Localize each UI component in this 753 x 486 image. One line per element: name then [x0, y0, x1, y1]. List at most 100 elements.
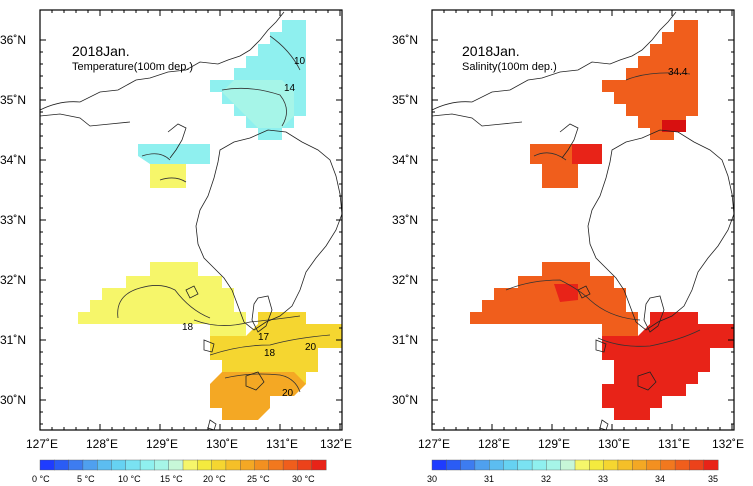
colorbar-swatch	[460, 459, 476, 471]
temperature-latitude-labels: 36˚N 35˚N 34˚N 33˚N 32˚N 31˚N 30˚N	[0, 33, 26, 407]
salinity-field	[470, 20, 734, 420]
temperature-contours	[117, 35, 331, 393]
lon-label: 130˚E	[598, 437, 630, 451]
salinity-area-tsushima-high	[572, 144, 602, 164]
colorbar-swatch	[168, 459, 184, 471]
coastline	[431, 11, 735, 431]
colorbar-swatch	[474, 459, 490, 471]
colorbar-tick-label: 25 °C	[247, 474, 270, 484]
colorbar-swatch	[674, 459, 690, 471]
salinity-axis-ticks	[431, 10, 734, 430]
colorbar-tick-label: 34	[655, 474, 665, 484]
salinity-latitude-labels: 36˚N 35˚N 34˚N 33˚N 32˚N 31˚N 30˚N	[392, 33, 418, 407]
lon-label: 129˚E	[538, 437, 570, 451]
colorbar-tick-label: 30	[427, 474, 437, 484]
lat-label: 36˚N	[0, 33, 26, 47]
lon-label: 128˚E	[86, 437, 118, 451]
colorbar-swatch	[703, 459, 719, 471]
colorbar-swatch	[446, 459, 462, 471]
colorbar-swatch	[139, 459, 155, 471]
colorbar-swatch	[560, 459, 576, 471]
colorbar-tick-label: 31	[484, 474, 494, 484]
colorbar-swatch	[503, 459, 519, 471]
colorbar-swatch	[517, 459, 533, 471]
colorbar-swatch	[574, 459, 590, 471]
colorbar-swatch	[68, 459, 84, 471]
salinity-area-south	[602, 312, 734, 420]
colorbar-swatch	[646, 459, 662, 471]
temperature-map-panel: 10 14 18 18 17 20 20 2018Jan. Temperatur…	[0, 9, 352, 484]
colorbar-tick-label: 32	[541, 474, 551, 484]
salinity-colorbar-labels: 30 31 32 33 34 35	[427, 474, 718, 484]
colorbar-swatch	[182, 459, 198, 471]
salinity-area-korea-strait	[602, 20, 698, 140]
colorbar-swatch	[211, 459, 227, 471]
colorbar-swatch	[311, 459, 327, 471]
temperature-area-korea-strait-inner	[222, 80, 294, 128]
lat-label: 34˚N	[392, 153, 418, 167]
lon-label: 130˚E	[206, 437, 238, 451]
salinity-contours	[505, 72, 701, 347]
colorbar-swatch	[297, 459, 313, 471]
colorbar-swatch	[531, 459, 547, 471]
colorbar-tick-label: 35	[708, 474, 718, 484]
lat-label: 33˚N	[0, 213, 26, 227]
colorbar-tick-label: 33	[598, 474, 608, 484]
lat-label: 36˚N	[392, 33, 418, 47]
lat-label: 32˚N	[0, 273, 26, 287]
lon-label: 131˚E	[658, 437, 690, 451]
lon-label: 132˚E	[320, 437, 352, 451]
temperature-area-tsushima-north	[138, 144, 210, 164]
temperature-axis-ticks	[39, 10, 342, 430]
salinity-area-korea-high	[662, 120, 686, 132]
contour-label: 20	[282, 388, 294, 399]
temperature-title: 2018Jan.	[72, 43, 130, 59]
lon-label: 131˚E	[266, 437, 298, 451]
temperature-field	[78, 20, 342, 420]
colorbar-tick-label: 30 °C	[292, 474, 315, 484]
colorbar-swatch	[632, 459, 648, 471]
salinity-area-west-high	[554, 284, 578, 302]
colorbar-swatch	[617, 459, 633, 471]
colorbar-swatch	[589, 459, 605, 471]
colorbar-tick-label: 0 °C	[32, 474, 50, 484]
lon-label: 129˚E	[146, 437, 178, 451]
colorbar-swatch	[431, 459, 447, 471]
salinity-title: 2018Jan.	[462, 43, 520, 59]
temperature-area-tsushima-south	[150, 164, 186, 188]
colorbar-tick-label: 20 °C	[203, 474, 226, 484]
salinity-area-west-kyushu	[470, 262, 638, 336]
lat-label: 34˚N	[0, 153, 26, 167]
colorbar-swatch	[82, 459, 98, 471]
colorbar-swatch	[546, 459, 562, 471]
lon-label: 127˚E	[26, 437, 58, 451]
contour-label: 10	[294, 56, 306, 67]
salinity-map-panel: 34.4 2018Jan. Salinity(100m dep.) 36˚N 3…	[392, 9, 744, 484]
salinity-subtitle: Salinity(100m dep.)	[462, 61, 557, 73]
colorbar-swatch	[154, 459, 170, 471]
lat-label: 31˚N	[392, 333, 418, 347]
contour-label: 34.4	[668, 67, 688, 78]
colorbar-swatch	[225, 459, 241, 471]
temperature-contour-labels: 10 14 18 18 17 20 20	[182, 56, 317, 399]
colorbar-swatch	[282, 459, 298, 471]
lat-label: 32˚N	[392, 273, 418, 287]
colorbar-swatch	[111, 459, 127, 471]
lat-label: 30˚N	[0, 393, 26, 407]
lon-label: 127˚E	[418, 437, 450, 451]
contour-label: 17	[258, 332, 270, 343]
colorbar-swatch	[660, 459, 676, 471]
colorbar-swatch	[268, 459, 284, 471]
colorbar-swatch	[54, 459, 70, 471]
lon-label: 128˚E	[478, 437, 510, 451]
temperature-area-west-kyushu	[78, 262, 246, 336]
colorbar-tick-label: 15 °C	[160, 474, 183, 484]
colorbar-tick-label: 5 °C	[77, 474, 95, 484]
lat-label: 35˚N	[392, 93, 418, 107]
colorbar-swatch	[689, 459, 705, 471]
colorbar-swatch	[603, 459, 619, 471]
lat-label: 33˚N	[392, 213, 418, 227]
colorbar-swatch	[96, 459, 112, 471]
colorbar-swatch	[125, 459, 141, 471]
